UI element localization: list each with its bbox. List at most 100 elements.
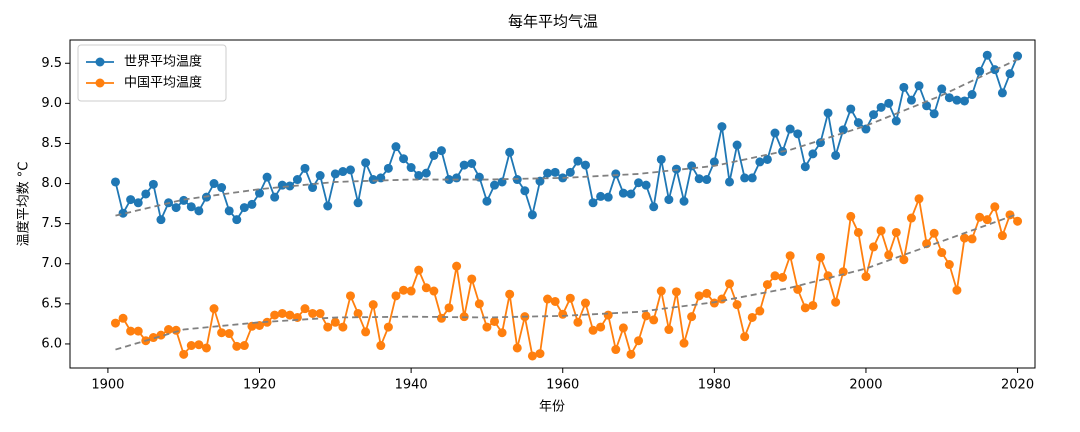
data-point: [543, 294, 553, 304]
data-point: [308, 183, 318, 193]
data-point: [982, 215, 992, 225]
data-point: [740, 332, 750, 342]
data-point: [702, 175, 712, 185]
data-point: [869, 242, 879, 252]
data-point: [573, 317, 583, 327]
data-point: [808, 149, 818, 159]
data-point: [611, 345, 621, 355]
trend-line: [115, 58, 1018, 217]
data-point: [315, 171, 325, 181]
data-point: [664, 325, 674, 335]
data-point: [846, 104, 856, 114]
data-point: [588, 325, 598, 335]
data-point: [277, 180, 287, 190]
y-tick-label: 6.0: [41, 336, 62, 351]
legend-marker: [95, 57, 105, 67]
data-point: [421, 168, 431, 178]
data-point: [209, 304, 219, 314]
data-point: [148, 333, 158, 343]
data-point: [588, 198, 598, 208]
data-point: [353, 198, 363, 208]
data-point: [982, 50, 992, 60]
data-point: [383, 163, 393, 173]
x-axis-label: 年份: [539, 400, 565, 415]
data-point: [770, 128, 780, 138]
data-point: [709, 157, 719, 167]
data-point: [399, 154, 409, 164]
data-point: [922, 101, 932, 111]
data-point: [118, 208, 128, 218]
data-point: [232, 215, 242, 225]
data-point: [391, 142, 401, 152]
data-point: [467, 159, 477, 169]
data-point: [861, 124, 871, 134]
data-point: [565, 293, 575, 303]
data-point: [558, 309, 568, 319]
data-point: [285, 181, 295, 191]
data-point: [406, 163, 416, 173]
data-point: [277, 308, 287, 318]
data-point: [831, 297, 841, 307]
data-point: [368, 300, 378, 310]
data-point: [194, 340, 204, 350]
data-point: [171, 325, 181, 335]
legend-label: 中国平均温度: [124, 75, 202, 91]
data-point: [285, 310, 295, 320]
data-point: [512, 343, 522, 353]
data-point: [649, 202, 659, 212]
data-point: [262, 172, 272, 182]
data-point: [247, 199, 257, 209]
data-point: [853, 118, 863, 128]
data-point: [687, 161, 697, 171]
data-point: [323, 322, 333, 332]
data-point: [164, 325, 174, 335]
data-point: [292, 175, 302, 185]
legend-box: [77, 44, 227, 102]
data-point: [383, 322, 393, 332]
data-point: [846, 211, 856, 221]
data-point: [179, 349, 189, 359]
data-point: [126, 195, 136, 205]
data-point: [952, 95, 962, 105]
data-point: [732, 140, 742, 150]
x-tick-label: 1920: [243, 378, 276, 393]
data-point: [573, 156, 583, 166]
data-point: [482, 196, 492, 206]
data-point: [490, 180, 500, 190]
data-point: [452, 173, 462, 183]
legend-marker: [95, 78, 105, 88]
data-point: [141, 189, 151, 199]
data-point: [884, 250, 894, 260]
data-point: [641, 180, 651, 190]
x-tick-label: 1900: [91, 378, 124, 393]
data-point: [315, 308, 325, 318]
data-point: [497, 328, 507, 338]
data-point: [694, 174, 704, 184]
data-point: [800, 303, 810, 313]
data-point: [436, 146, 446, 156]
data-point: [399, 285, 409, 295]
data-point: [550, 296, 560, 306]
data-point: [452, 261, 462, 271]
data-point: [580, 298, 590, 308]
data-point: [679, 338, 689, 348]
data-point: [179, 195, 189, 205]
data-point: [603, 310, 613, 320]
data-point: [406, 286, 416, 296]
data-point: [823, 271, 833, 281]
data-point: [1005, 69, 1015, 79]
data-point: [626, 349, 636, 359]
data-point: [148, 179, 158, 189]
data-point: [641, 311, 651, 321]
data-point: [133, 326, 143, 336]
data-point: [171, 203, 181, 213]
data-point: [831, 150, 841, 160]
data-point: [770, 271, 780, 281]
data-point: [201, 343, 211, 353]
data-point: [353, 308, 363, 318]
x-tick-label: 1980: [698, 378, 731, 393]
data-point: [368, 175, 378, 185]
data-point: [232, 341, 242, 351]
data-point: [300, 304, 310, 314]
data-point: [330, 317, 340, 327]
